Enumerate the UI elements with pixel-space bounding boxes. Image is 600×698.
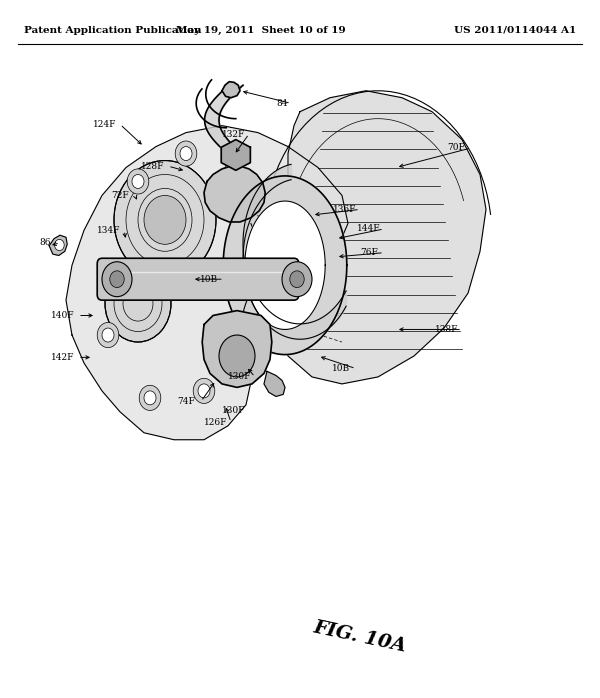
Circle shape (132, 174, 144, 188)
Circle shape (102, 262, 132, 297)
Text: 84: 84 (276, 99, 287, 107)
Circle shape (139, 385, 161, 410)
Text: 86: 86 (39, 239, 51, 247)
Text: 10B: 10B (332, 364, 350, 373)
Circle shape (55, 239, 64, 251)
Polygon shape (223, 176, 347, 355)
Text: 134F: 134F (97, 226, 121, 235)
Circle shape (219, 335, 255, 377)
Polygon shape (245, 201, 325, 329)
Polygon shape (202, 311, 272, 387)
Text: 142F: 142F (51, 353, 75, 362)
Circle shape (198, 384, 210, 398)
Text: 72F: 72F (111, 191, 129, 200)
Circle shape (110, 271, 124, 288)
Text: 138F: 138F (435, 325, 459, 334)
Text: 128F: 128F (141, 162, 165, 170)
FancyBboxPatch shape (97, 258, 299, 300)
Text: 130F: 130F (228, 373, 252, 381)
Text: 136F: 136F (333, 205, 357, 214)
Text: 10B: 10B (200, 275, 218, 283)
Polygon shape (221, 140, 250, 170)
Text: US 2011/0114044 A1: US 2011/0114044 A1 (454, 26, 576, 35)
Circle shape (102, 328, 114, 342)
Circle shape (180, 147, 192, 161)
Polygon shape (222, 82, 240, 98)
Text: 130F: 130F (222, 406, 246, 415)
Text: 124F: 124F (93, 120, 117, 128)
Text: 74F: 74F (177, 397, 195, 406)
Circle shape (114, 161, 216, 279)
Polygon shape (204, 166, 265, 222)
Circle shape (127, 169, 149, 194)
Polygon shape (66, 126, 348, 440)
Text: 126F: 126F (204, 418, 228, 426)
Circle shape (223, 162, 245, 187)
Text: May 19, 2011  Sheet 10 of 19: May 19, 2011 Sheet 10 of 19 (176, 26, 346, 35)
Polygon shape (264, 371, 285, 396)
Polygon shape (49, 235, 67, 255)
Circle shape (103, 267, 125, 292)
Polygon shape (276, 91, 486, 384)
Circle shape (108, 272, 120, 286)
Circle shape (144, 391, 156, 405)
Circle shape (105, 265, 171, 342)
Text: 140F: 140F (51, 311, 75, 320)
Text: 144F: 144F (357, 225, 381, 233)
Circle shape (228, 168, 240, 181)
Text: FIG. 10A: FIG. 10A (312, 618, 408, 655)
Circle shape (290, 271, 304, 288)
Circle shape (144, 195, 186, 244)
Circle shape (282, 262, 312, 297)
Circle shape (97, 322, 119, 348)
Text: Patent Application Publication: Patent Application Publication (24, 26, 202, 35)
Text: 76F: 76F (360, 248, 378, 257)
Text: 70F: 70F (447, 144, 465, 152)
Circle shape (175, 141, 197, 166)
Circle shape (193, 378, 215, 403)
Text: 132F: 132F (223, 130, 245, 138)
